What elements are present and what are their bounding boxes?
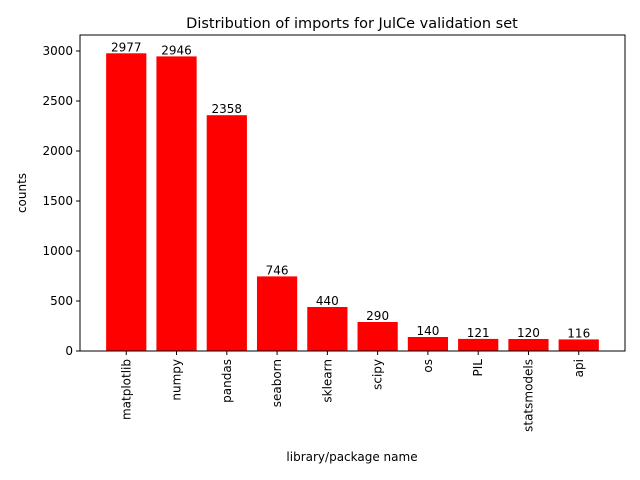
bar-api <box>558 339 599 351</box>
x-tick-label-matplotlib: matplotlib <box>119 359 133 420</box>
x-tick-label-numpy: numpy <box>170 359 184 401</box>
x-tick-label-api: api <box>572 359 586 377</box>
x-axis: matplotlib numpy pandas seaborn sklearn scipy… <box>119 351 586 432</box>
data-label-api: 116 <box>567 326 590 340</box>
x-tick-label-statsmodels: statsmodels <box>521 359 535 432</box>
x-tick-label-scipy: scipy <box>371 359 385 390</box>
y-tick-label-1500: 1500 <box>42 194 73 208</box>
x-tick-label-os: os <box>421 359 435 373</box>
x-tick-label-sklearn: sklearn <box>320 359 334 403</box>
data-label-seaborn: 746 <box>266 263 289 277</box>
bar-scipy <box>357 322 398 351</box>
x-axis-label: library/package name <box>286 450 417 464</box>
data-label-os: 140 <box>416 324 439 338</box>
y-tick-label-2500: 2500 <box>42 94 73 108</box>
bars-group <box>106 53 599 352</box>
data-label-matplotlib: 2977 <box>111 40 142 54</box>
data-label-scipy: 290 <box>366 309 389 323</box>
data-label-statsmodels: 120 <box>517 326 540 340</box>
y-tick-label-1000: 1000 <box>42 244 73 258</box>
y-tick-label-2000: 2000 <box>42 144 73 158</box>
bar-numpy <box>156 56 197 352</box>
y-tick-label-500: 500 <box>50 294 73 308</box>
y-tick-label-3000: 3000 <box>42 44 73 58</box>
bar-seaborn <box>256 276 298 351</box>
bar-sklearn <box>307 307 348 351</box>
data-label-PIL: 121 <box>467 326 490 340</box>
bar-PIL <box>458 338 499 351</box>
data-label-pandas: 2358 <box>212 102 243 116</box>
data-label-numpy: 2946 <box>161 43 192 57</box>
y-axis: 0 500 1000 1500 2000 2500 3000 <box>42 44 80 358</box>
data-labels-group: 2977 2946 2358 746 440 290 140 121 120 116 <box>111 40 590 340</box>
y-tick-label-0: 0 <box>65 344 73 358</box>
x-tick-label-PIL: PIL <box>471 359 485 377</box>
plot-frame <box>79 34 626 352</box>
bar-matplotlib <box>106 53 147 352</box>
bar-statsmodels <box>508 339 549 351</box>
bar-pandas <box>206 115 247 351</box>
chart-title: Distribution of imports for JulCe valida… <box>186 16 518 32</box>
data-label-sklearn: 440 <box>316 294 339 308</box>
x-tick-label-seaborn: seaborn <box>270 359 284 407</box>
y-axis-label: counts <box>15 173 29 213</box>
x-tick-label-pandas: pandas <box>220 359 234 403</box>
bar-os <box>407 337 449 351</box>
